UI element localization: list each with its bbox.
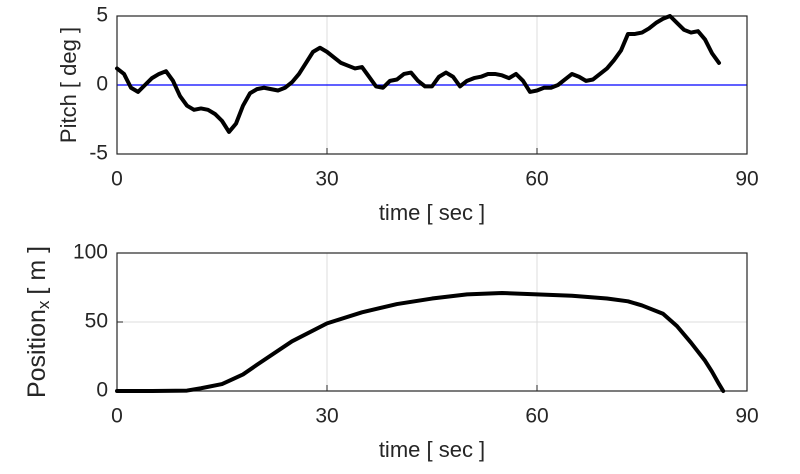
- y-tick-label: 100: [73, 241, 108, 264]
- x-tick-label: 90: [735, 168, 758, 191]
- axes-box: [116, 252, 748, 392]
- y-tick-label: 50: [85, 310, 108, 333]
- y-tick-label: 0: [96, 73, 108, 96]
- x-axis-label: time [ sec ]: [379, 200, 485, 225]
- y-axis-label-text: Position: [23, 309, 51, 398]
- x-tick-label: 30: [315, 405, 338, 428]
- y-tick-label: 0: [96, 379, 108, 402]
- x-tick-label: 0: [111, 168, 123, 191]
- axes-box: [116, 15, 748, 155]
- x-tick-label: 90: [735, 405, 758, 428]
- y-axis-label: Positionx [ m ]: [23, 246, 54, 398]
- y-axis-label-subscript: x: [34, 300, 53, 309]
- y-axis-label-text: Pitch [ deg ]: [56, 27, 81, 143]
- subplot: 0 30 60 90 0 50 100 time [ sec ] Positionx [ m ]: [23, 241, 759, 462]
- y-axis-label-suffix: [ m ]: [23, 246, 51, 295]
- x-tick-label: 60: [525, 168, 548, 191]
- x-tick-label: 60: [525, 405, 548, 428]
- y-axis-label: Pitch [ deg ]: [56, 27, 81, 143]
- x-tick-label: 30: [315, 168, 338, 191]
- data-line: [115, 291, 726, 393]
- data-line: [115, 14, 721, 134]
- x-tick-label: 0: [111, 405, 123, 428]
- y-tick-label: -5: [89, 142, 108, 165]
- y-tick-label: 5: [96, 4, 108, 27]
- x-axis-label: time [ sec ]: [379, 437, 485, 462]
